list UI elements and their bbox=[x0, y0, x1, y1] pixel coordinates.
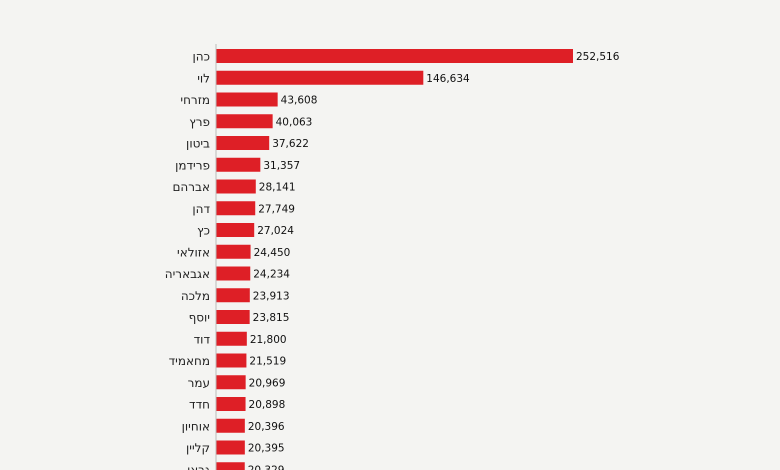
value-label: 20,329 bbox=[248, 464, 285, 470]
bar bbox=[216, 244, 251, 259]
bar bbox=[216, 223, 255, 237]
value-label: 20,898 bbox=[249, 399, 286, 411]
value-label: 40,063 bbox=[276, 116, 313, 128]
category-label: פרידמן bbox=[175, 158, 210, 172]
value-label: 27,749 bbox=[258, 203, 295, 215]
bar bbox=[216, 353, 247, 368]
bar bbox=[216, 310, 250, 324]
category-label: דוד bbox=[194, 332, 211, 346]
bar bbox=[216, 201, 256, 216]
bar bbox=[216, 397, 246, 411]
category-label: גבאי bbox=[187, 463, 210, 470]
bar bbox=[216, 157, 261, 172]
category-label: קליין bbox=[186, 441, 210, 455]
value-label: 37,622 bbox=[272, 138, 309, 150]
category-label: עמר bbox=[188, 376, 210, 390]
category-label: אוחיון bbox=[182, 419, 210, 433]
category-label: כץ bbox=[197, 224, 210, 238]
bar bbox=[216, 288, 250, 303]
category-label: אזולאי bbox=[177, 245, 210, 259]
value-label: 146,634 bbox=[426, 73, 470, 85]
bar bbox=[216, 179, 256, 194]
category-label: אברהם bbox=[172, 180, 210, 194]
bar bbox=[216, 375, 246, 390]
bar bbox=[216, 331, 247, 346]
category-label: יוסף bbox=[189, 311, 210, 325]
bar bbox=[216, 114, 273, 129]
category-label: פרץ bbox=[189, 115, 210, 129]
bar bbox=[216, 266, 251, 281]
category-label: מחאמיד bbox=[169, 354, 210, 368]
bar bbox=[216, 440, 245, 455]
value-label: 23,913 bbox=[253, 290, 290, 302]
category-label: מלכה bbox=[181, 289, 210, 303]
bar bbox=[216, 418, 245, 433]
value-label: 21,519 bbox=[249, 356, 286, 368]
value-label: 23,815 bbox=[253, 312, 290, 324]
bar bbox=[216, 49, 573, 63]
value-label: 28,141 bbox=[259, 182, 296, 194]
bar bbox=[216, 136, 270, 150]
category-labels-group: כהן לוי מזרחי פרץ ביטון פרידמן אברהם דהן כץ אזולא… bbox=[165, 50, 211, 470]
category-label: לוי bbox=[197, 71, 210, 85]
category-label: אגבאריה bbox=[165, 267, 210, 281]
category-label: דהן bbox=[192, 202, 210, 216]
value-label: 21,800 bbox=[250, 334, 287, 346]
category-label: ביטון bbox=[186, 137, 210, 151]
value-label: 20,969 bbox=[249, 377, 286, 389]
value-label: 31,357 bbox=[263, 160, 300, 172]
value-label: 27,024 bbox=[257, 225, 294, 237]
category-label: מזרחי bbox=[180, 93, 210, 107]
value-label: 43,608 bbox=[281, 95, 318, 107]
bars-group bbox=[216, 49, 573, 470]
value-label: 20,396 bbox=[248, 421, 285, 433]
bar bbox=[216, 70, 424, 85]
category-label: חדד bbox=[189, 398, 210, 412]
bar bbox=[216, 92, 278, 107]
value-label: 20,395 bbox=[248, 443, 285, 455]
value-label: 24,450 bbox=[254, 247, 291, 259]
value-label: 252,516 bbox=[576, 51, 620, 63]
value-labels-group: 252,516 146,634 43,608 40,063 37,622 31,357 28… bbox=[248, 51, 620, 470]
bar bbox=[216, 462, 245, 470]
value-label: 24,234 bbox=[253, 269, 290, 281]
category-label: כהן bbox=[193, 50, 210, 64]
